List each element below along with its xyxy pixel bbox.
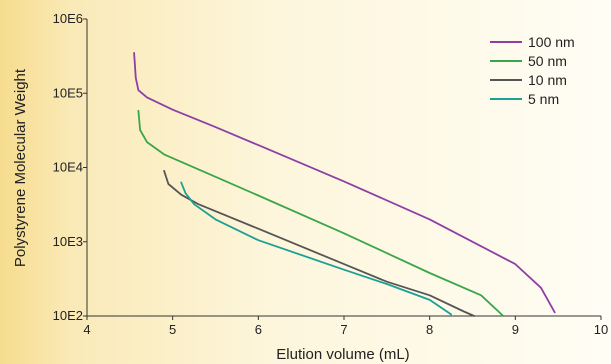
legend-label: 5 nm	[528, 91, 559, 107]
series-line-10-nm	[163, 169, 476, 317]
y-tick-label: 10E6	[53, 11, 83, 26]
legend-label: 100 nm	[528, 34, 575, 50]
legend: 100 nm 50 nm 10 nm 5 nm	[490, 34, 575, 107]
y-tick-label: 10E4	[53, 160, 83, 175]
x-tick-label: 9	[512, 322, 519, 337]
x-tick-label: 5	[169, 322, 176, 337]
y-axis-title: Polystyrene Molecular Weight	[12, 68, 29, 267]
x-tick-label: 10	[594, 322, 608, 337]
series-line-100-nm	[133, 52, 556, 314]
y-tick-label: 10E3	[53, 234, 83, 249]
x-axis: 4 5 6 7 8 9 10	[83, 316, 608, 337]
series-layer	[133, 52, 556, 317]
series-line-5-nm	[180, 181, 453, 316]
x-tick-label: 7	[340, 322, 347, 337]
series-line-50-nm	[137, 109, 505, 317]
y-axis: 10E2 10E3 10E4 10E5 10E6	[53, 11, 87, 323]
y-tick-label: 10E5	[53, 85, 83, 100]
x-tick-label: 8	[426, 322, 433, 337]
legend-label: 50 nm	[528, 53, 567, 69]
x-tick-label: 6	[255, 322, 262, 337]
legend-label: 10 nm	[528, 72, 567, 88]
x-tick-label: 4	[83, 322, 90, 337]
x-axis-title: Elution volume (mL)	[276, 346, 409, 363]
y-tick-label: 10E2	[53, 308, 83, 323]
